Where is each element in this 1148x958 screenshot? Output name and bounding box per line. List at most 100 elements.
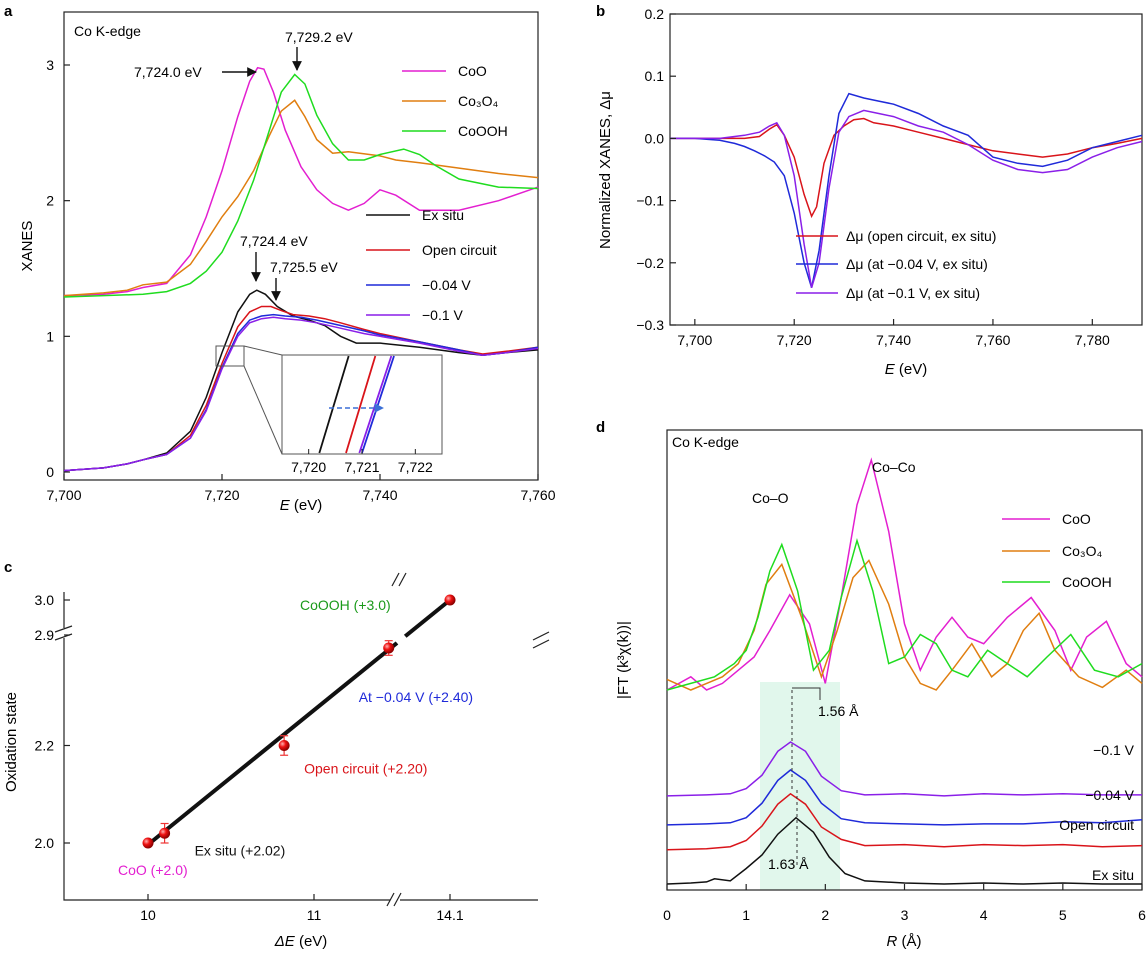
panel-label-a: a (4, 3, 13, 20)
curve-label-m004v: −0.04 V (1085, 787, 1134, 803)
legend-label-d-coooh: CoOOH (1062, 574, 1112, 590)
panel-b: 7,700 7,720 7,740 7,760 7,780 −0.3 −0.2 −0.1 0.0… (597, 6, 1143, 378)
series-b-at-0-04-v-ex-situ (670, 92, 1143, 288)
y-break-mark-1 (54, 625, 73, 633)
right-break-mark-1 (532, 631, 550, 641)
point-label-at-0-04-v-2-40: At −0.04 V (+2.40) (359, 689, 473, 705)
point-coooh-3-0 (444, 594, 456, 606)
legend-label-d-coo: CoO (1062, 511, 1091, 527)
x-break-mark-1 (386, 892, 395, 907)
c-xtick-label: 14.1 (436, 907, 463, 923)
b-xtick-label: 7,700 (677, 332, 712, 348)
panel-label-c: c (4, 559, 12, 576)
panel-a-legend-bottom: Ex situ Open circuit −0.04 V −0.1 V (366, 207, 497, 323)
b-xtick-label: 7,740 (876, 332, 911, 348)
x-break-mark-2 (393, 892, 402, 907)
legend-label-open-circuit: Open circuit (422, 242, 497, 258)
panel-d: 0 1 2 3 4 5 6 Co K-edge Co–O Co–Co 1.56 Å 1.63… (615, 429, 1146, 950)
panel-label-d: d (596, 419, 605, 436)
a-ytick-label: 0 (46, 464, 54, 480)
series-a-0-1-v (63, 316, 539, 472)
annotation-7724-4: 7,724.4 eV (240, 233, 308, 249)
legend-label-coo: CoO (458, 63, 487, 79)
panel-a-title: Co K-edge (74, 23, 141, 39)
point-ex-situ-2-02 (159, 827, 171, 839)
panel-c-xlabel: ΔE (eV) (274, 933, 328, 950)
legend-label-b-m004: Δμ (at −0.04 V, ex situ) (846, 256, 988, 272)
b-ytick-label: 0.1 (645, 68, 665, 84)
c-ytick-label: 3.0 (35, 592, 55, 608)
point-open-circuit-2-20 (278, 740, 290, 751)
b-ytick-label: −0.1 (636, 193, 664, 209)
panel-b-ylabel: Normalized XANES, Δμ (597, 91, 614, 249)
d-xtick-label: 1 (742, 907, 750, 923)
inset-line-ex-situ (318, 355, 350, 454)
c-ytick-label: 2.0 (35, 835, 55, 851)
panel-c-ylabel: Oxidation state (3, 692, 20, 792)
d-xtick-label: 6 (1138, 907, 1146, 923)
panel-a-xlabel: E (eV) (280, 497, 323, 514)
panel-a-legend-top: CoO Co₃O₄ CoOOH (402, 63, 508, 139)
a-xtick-label: 7,760 (520, 487, 555, 503)
a-ytick-label: 2 (46, 193, 54, 209)
panel-c: CoO (+2.0) Ex situ (+2.02) Open circuit (+… (3, 572, 550, 950)
x-break-gap (390, 895, 400, 905)
legend-label-co3o4: Co₃O₄ (458, 93, 498, 109)
panel-d-legend: CoO Co₃O₄ CoOOH (1002, 511, 1112, 590)
series-d-co-o (666, 559, 1143, 691)
d-xtick-label: 4 (980, 907, 988, 923)
curve-label-m01v: −0.1 V (1093, 742, 1135, 758)
a-ytick-label: 3 (46, 57, 54, 73)
point-coo-2-0 (142, 837, 154, 849)
peak-label-co-co: Co–Co (872, 459, 916, 475)
panel-b-frame (669, 13, 1143, 326)
series-b-at-0-1-v-ex-situ (670, 109, 1143, 288)
series-d-coooh (666, 537, 1143, 691)
legend-label-coooh: CoOOH (458, 123, 508, 139)
inset-xtick-label: 7,720 (291, 459, 326, 475)
peak-label-co-o: Co–O (752, 490, 789, 506)
b-ytick-label: −0.2 (636, 255, 664, 271)
d-xtick-label: 0 (663, 907, 671, 923)
panel-b-legend: Δμ (open circuit, ex situ) Δμ (at −0.04 … (796, 228, 996, 301)
zoom-connector-bottom (243, 365, 283, 455)
a-xtick-label: 7,700 (46, 487, 81, 503)
series-a-coooh (63, 73, 539, 298)
d-xtick-label: 5 (1059, 907, 1067, 923)
legend-label-b-m01: Δμ (at −0.1 V, ex situ) (846, 285, 980, 301)
series-d-coo (666, 457, 1143, 691)
inset-frame (281, 354, 443, 455)
legend-label-m004v: −0.04 V (422, 277, 471, 293)
series-a-coo (63, 66, 539, 297)
inset-xtick-label: 7,721 (344, 459, 379, 475)
legend-label-ex-situ: Ex situ (422, 207, 464, 223)
annotation-7724-0: 7,724.0 eV (134, 64, 202, 80)
panel-d-xlabel: R (Å) (886, 933, 921, 950)
b-ytick-label: −0.3 (636, 317, 664, 333)
series-d-0-04-v (666, 769, 1143, 826)
inset-plot: 7,720 7,721 7,722 (281, 354, 443, 475)
panel-c-axes (63, 592, 538, 901)
point-label-coooh-3-0: CoOOH (+3.0) (300, 597, 391, 613)
zoom-box (215, 345, 245, 367)
panel-d-title: Co K-edge (672, 434, 739, 450)
panel-a-frame (63, 11, 539, 481)
distance-bracket (792, 687, 821, 700)
top-break-mark-2 (398, 572, 407, 587)
curve-label-ex-situ: Ex situ (1092, 867, 1134, 883)
series-d-ex-situ (666, 816, 1142, 885)
b-ytick-label: 0.0 (645, 130, 665, 146)
legend-label-b-open: Δμ (open circuit, ex situ) (846, 228, 996, 244)
panel-d-ylabel: |FT (k³χ(k))| (615, 621, 632, 699)
b-xtick-label: 7,760 (975, 332, 1010, 348)
series-b-open-circuit-ex-situ (670, 117, 1143, 219)
distance-label-163: 1.63 Å (768, 856, 809, 872)
y-break-gap (56, 628, 72, 638)
a-xtick-label: 7,720 (204, 487, 239, 503)
point-label-coo-2-0: CoO (+2.0) (118, 862, 188, 878)
right-break-mark-2 (532, 639, 550, 649)
c-ytick-label: 2.9 (35, 627, 55, 643)
series-d-open-circuit (666, 792, 1143, 851)
b-xtick-label: 7,720 (777, 332, 812, 348)
inset-xtick-label: 7,722 (398, 459, 433, 475)
